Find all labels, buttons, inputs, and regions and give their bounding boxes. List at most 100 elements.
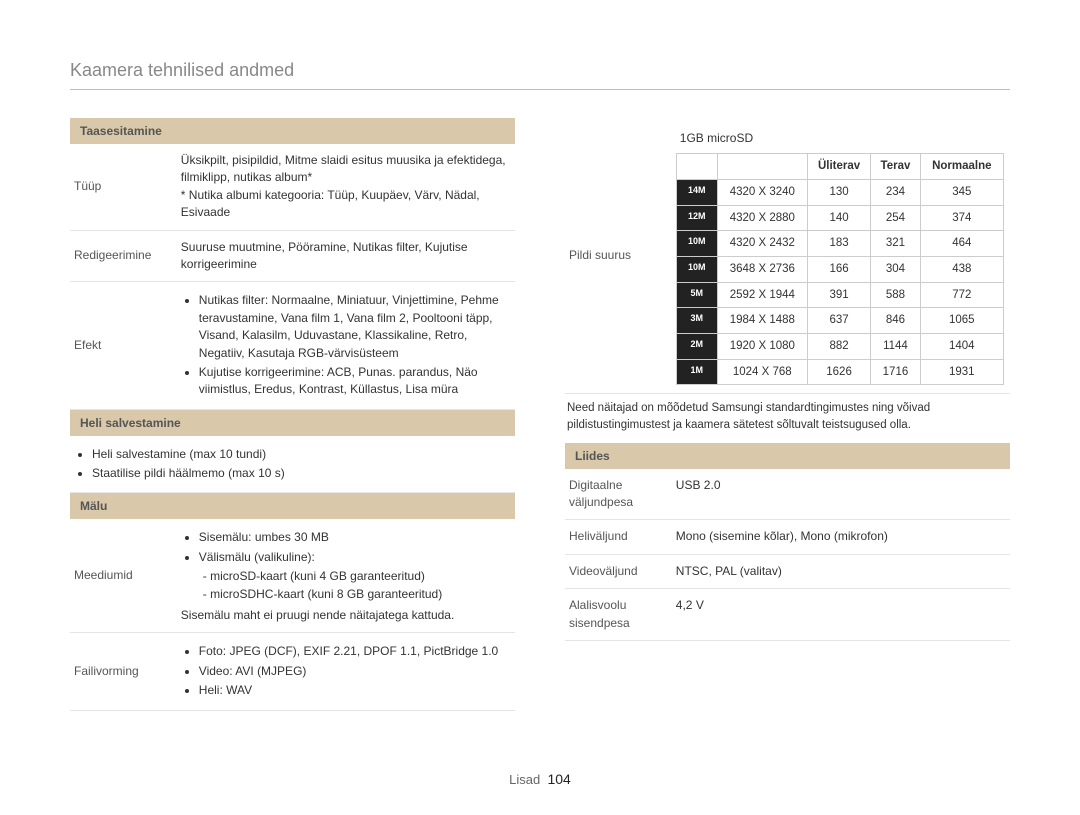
media-label: Meediumid [70,519,177,632]
effect-bullet-2: Kujutise korrigeerimine: ACB, Punas. par… [199,364,509,399]
col-terav: Terav [871,154,920,180]
right-column: Pildi suurus 1GB microSD Üliterav Terav … [565,118,1010,711]
footer-label: Lisad [509,772,540,787]
edit-label: Redigeerimine [70,230,177,282]
size-v2: 1716 [871,359,920,385]
size-row: 14M4320 X 3240130234345 [676,180,1003,206]
type-label: Tüüp [70,144,177,230]
size-res: 1984 X 1488 [717,308,807,334]
format-b1: Foto: JPEG (DCF), EXIF 2.21, DPOF 1.1, P… [199,643,509,660]
if-r1v: USB 2.0 [672,469,1010,520]
format-b3: Heli: WAV [199,682,509,699]
media-s1: - microSD-kaart (kuni 4 GB garanteeritud… [181,568,509,585]
media-b1: Sisemälu: umbes 30 MB [199,529,509,546]
blank-header-2 [717,154,807,180]
effect-bullet-1: Nutikas filter: Normaalne, Miniatuur, Vi… [199,292,509,362]
size-v1: 140 [807,205,871,231]
size-icon: 2M [676,334,717,360]
size-res: 4320 X 2880 [717,205,807,231]
effect-value: Nutikas filter: Normaalne, Miniatuur, Vi… [177,282,515,409]
page-title: Kaamera tehnilised andmed [70,60,1010,90]
audio-b2: Staatilise pildi häälmemo (max 10 s) [92,465,509,482]
blank-header [676,154,717,180]
type-text1: Üksikpilt, pisipildid, Mitme slaidi esit… [181,152,509,187]
interface-table: Digitaalne väljundpesa USB 2.0 Helivälju… [565,469,1010,641]
size-res: 4320 X 3240 [717,180,807,206]
size-v3: 772 [920,282,1003,308]
image-size-table: Pildi suurus 1GB microSD Üliterav Terav … [565,118,1010,394]
size-row: 10M4320 X 2432183321464 [676,231,1003,257]
sizes-note: Need näitajad on mõõdetud Samsungi stand… [565,394,1010,442]
capacity-title: 1GB microSD [676,126,1004,149]
size-v1: 130 [807,180,871,206]
type-value: Üksikpilt, pisipildid, Mitme slaidi esit… [177,144,515,230]
media-value: Sisemälu: umbes 30 MB Välismälu (valikul… [177,519,515,632]
size-icon: 14M [676,180,717,206]
page-footer: Lisad 104 [0,771,1080,787]
size-v2: 588 [871,282,920,308]
type-text2: * Nutika albumi kategooria: Tüüp, Kuupäe… [181,187,509,222]
size-v1: 166 [807,257,871,283]
media-b2: Välismälu (valikuline): [199,549,509,566]
col-uliterav: Üliterav [807,154,871,180]
size-res: 4320 X 2432 [717,231,807,257]
format-label: Failivorming [70,633,177,710]
sizes-grid: Üliterav Terav Normaalne 14M4320 X 32401… [676,153,1004,385]
size-v1: 1626 [807,359,871,385]
if-r4v: 4,2 V [672,589,1010,641]
size-row: 3M1984 X 14886378461065 [676,308,1003,334]
size-v2: 234 [871,180,920,206]
size-res: 1920 X 1080 [717,334,807,360]
size-row: 2M1920 X 108088211441404 [676,334,1003,360]
size-res: 1024 X 768 [717,359,807,385]
size-row: 1M1024 X 768162617161931 [676,359,1003,385]
size-v3: 374 [920,205,1003,231]
size-v2: 846 [871,308,920,334]
if-r2l: Heliväljund [565,520,672,554]
size-row: 12M4320 X 2880140254374 [676,205,1003,231]
size-icon: 1M [676,359,717,385]
size-icon: 5M [676,282,717,308]
if-r4l: Alalisvoolu sisendpesa [565,589,672,641]
media-note: Sisemälu maht ei pruugi nende näitajateg… [181,603,509,624]
size-v3: 464 [920,231,1003,257]
size-v1: 183 [807,231,871,257]
section-interface-header: Liides [565,443,1010,469]
media-s2: - microSDHC-kaart (kuni 8 GB garanteerit… [181,586,509,603]
size-v3: 345 [920,180,1003,206]
format-b2: Video: AVI (MJPEG) [199,663,509,680]
if-r2v: Mono (sisemine kõlar), Mono (mikrofon) [672,520,1010,554]
if-r3l: Videoväljund [565,554,672,588]
size-v3: 1404 [920,334,1003,360]
edit-value: Suuruse muutmine, Pööramine, Nutikas fil… [177,230,515,282]
section-audio-header: Heli salvestamine [70,410,515,436]
section-playback-header: Taasesitamine [70,118,515,144]
footer-page-number: 104 [547,771,570,787]
size-v2: 321 [871,231,920,257]
playback-table: Tüüp Üksikpilt, pisipildid, Mitme slaidi… [70,144,515,410]
size-v2: 1144 [871,334,920,360]
size-row: 5M2592 X 1944391588772 [676,282,1003,308]
size-icon: 10M [676,257,717,283]
memory-table: Meediumid Sisemälu: umbes 30 MB Välismäl… [70,519,515,710]
effect-label: Efekt [70,282,177,409]
size-v3: 438 [920,257,1003,283]
size-v2: 254 [871,205,920,231]
size-v3: 1065 [920,308,1003,334]
size-res: 3648 X 2736 [717,257,807,283]
if-r1l: Digitaalne väljundpesa [565,469,672,520]
col-normaalne: Normaalne [920,154,1003,180]
size-row: 10M3648 X 2736166304438 [676,257,1003,283]
image-size-label: Pildi suurus [565,118,672,394]
format-value: Foto: JPEG (DCF), EXIF 2.21, DPOF 1.1, P… [177,633,515,710]
size-icon: 3M [676,308,717,334]
image-size-content: 1GB microSD Üliterav Terav Normaalne 14M… [672,118,1010,394]
size-icon: 12M [676,205,717,231]
audio-table: Heli salvestamine (max 10 tundi) Staatil… [70,436,515,494]
section-memory-header: Mälu [70,493,515,519]
audio-cell: Heli salvestamine (max 10 tundi) Staatil… [70,436,515,493]
size-v3: 1931 [920,359,1003,385]
if-r3v: NTSC, PAL (valitav) [672,554,1010,588]
size-res: 2592 X 1944 [717,282,807,308]
left-column: Taasesitamine Tüüp Üksikpilt, pisipildid… [70,118,515,711]
